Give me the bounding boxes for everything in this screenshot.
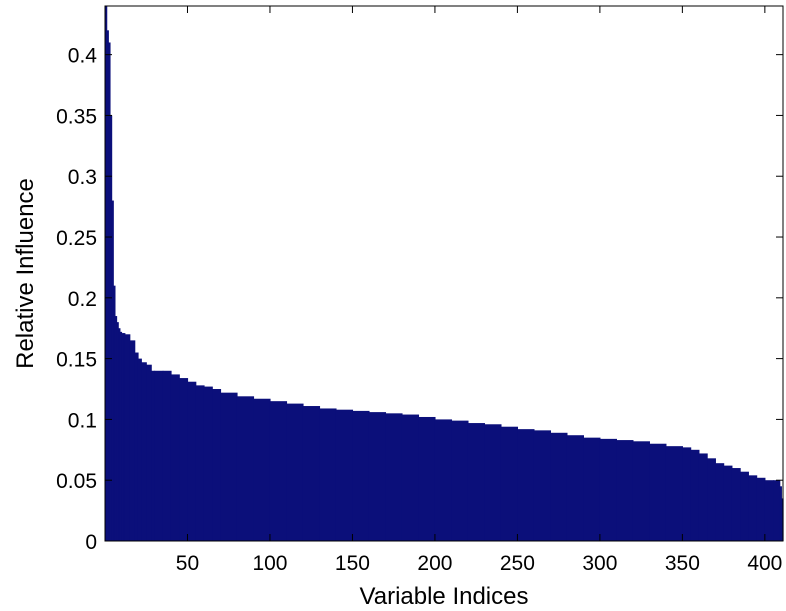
bar bbox=[212, 389, 222, 541]
y-tick-label: 0 bbox=[85, 531, 97, 554]
bar bbox=[723, 465, 733, 541]
bar bbox=[401, 414, 420, 541]
x-tick-label: 50 bbox=[176, 552, 199, 575]
bar bbox=[665, 446, 683, 541]
bar bbox=[286, 403, 304, 541]
y-tick-label: 0.05 bbox=[56, 470, 97, 493]
x-axis-label: Variable Indices bbox=[360, 583, 529, 610]
bar bbox=[105, 6, 108, 541]
bar bbox=[116, 322, 119, 541]
bar bbox=[517, 429, 535, 541]
bar bbox=[533, 430, 552, 541]
x-tick-label: 250 bbox=[500, 552, 535, 575]
bar bbox=[748, 475, 758, 541]
y-tick-label: 0.3 bbox=[68, 166, 97, 189]
bar bbox=[781, 498, 784, 541]
bar bbox=[690, 449, 700, 541]
bar bbox=[113, 285, 116, 541]
bar bbox=[566, 435, 584, 541]
bar bbox=[599, 438, 617, 541]
bar bbox=[632, 441, 650, 541]
x-tick-label: 150 bbox=[335, 552, 370, 575]
bar bbox=[319, 408, 337, 541]
y-tick-label: 0.2 bbox=[68, 288, 97, 311]
bar bbox=[715, 463, 725, 541]
bar bbox=[773, 480, 781, 541]
bar bbox=[134, 352, 139, 541]
bar bbox=[109, 115, 113, 541]
x-tick-label: 100 bbox=[252, 552, 287, 575]
bar bbox=[418, 416, 436, 541]
bar bbox=[108, 42, 111, 542]
bar bbox=[195, 385, 205, 541]
bar bbox=[121, 333, 124, 541]
x-tick-label: 350 bbox=[665, 552, 700, 575]
bar bbox=[162, 370, 172, 541]
bar bbox=[253, 398, 271, 541]
bar bbox=[119, 331, 123, 541]
y-tick-label: 0.15 bbox=[56, 349, 97, 372]
bar bbox=[124, 334, 131, 541]
bar bbox=[698, 453, 708, 541]
bar bbox=[385, 413, 403, 541]
bar bbox=[649, 443, 667, 541]
bar bbox=[368, 412, 387, 541]
bar bbox=[129, 340, 136, 541]
y-tick-label: 0.35 bbox=[56, 105, 97, 128]
bar bbox=[146, 364, 152, 541]
bar bbox=[151, 370, 156, 541]
bar bbox=[682, 447, 692, 541]
axis-tick-labels: 50 100 150 200 250 300 350 400 0 0.05 0.1 0.15 0.2 0.… bbox=[56, 45, 782, 575]
plot-area-frame bbox=[104, 5, 784, 542]
bar bbox=[302, 406, 321, 541]
bar bbox=[187, 381, 197, 541]
bar bbox=[434, 419, 453, 541]
bar bbox=[335, 409, 354, 541]
bar bbox=[756, 477, 766, 541]
bar bbox=[123, 333, 126, 541]
bar bbox=[220, 392, 238, 541]
y-tick-label: 0.1 bbox=[68, 409, 97, 432]
bar bbox=[203, 386, 213, 541]
bar bbox=[106, 30, 109, 542]
bar bbox=[141, 362, 147, 541]
bar bbox=[740, 471, 749, 541]
y-tick-label: 0.25 bbox=[56, 227, 97, 250]
bar bbox=[500, 426, 519, 541]
bar bbox=[236, 396, 255, 541]
bar bbox=[779, 486, 782, 541]
bar bbox=[352, 410, 370, 541]
bar bbox=[550, 432, 568, 541]
y-tick-label: 0.4 bbox=[68, 45, 98, 68]
bar bbox=[583, 437, 601, 541]
bar bbox=[269, 401, 288, 541]
bar-series bbox=[105, 6, 784, 542]
x-tick-label: 200 bbox=[417, 552, 452, 575]
bar bbox=[137, 358, 142, 541]
axis-ticks bbox=[105, 6, 783, 542]
y-axis-label: Relative Influence bbox=[12, 178, 39, 369]
bar bbox=[467, 423, 486, 541]
bar bbox=[111, 200, 114, 541]
bar bbox=[731, 468, 741, 541]
bar bbox=[114, 316, 118, 541]
bar bbox=[170, 374, 180, 541]
bar bbox=[118, 328, 121, 541]
bar bbox=[451, 420, 469, 541]
bar bbox=[484, 424, 502, 541]
bar bbox=[154, 370, 164, 541]
x-tick-label: 400 bbox=[747, 552, 782, 575]
x-tick-label: 300 bbox=[582, 552, 617, 575]
bar bbox=[764, 480, 774, 541]
bar bbox=[179, 378, 189, 541]
bar bbox=[707, 458, 716, 541]
bar bbox=[616, 440, 634, 541]
